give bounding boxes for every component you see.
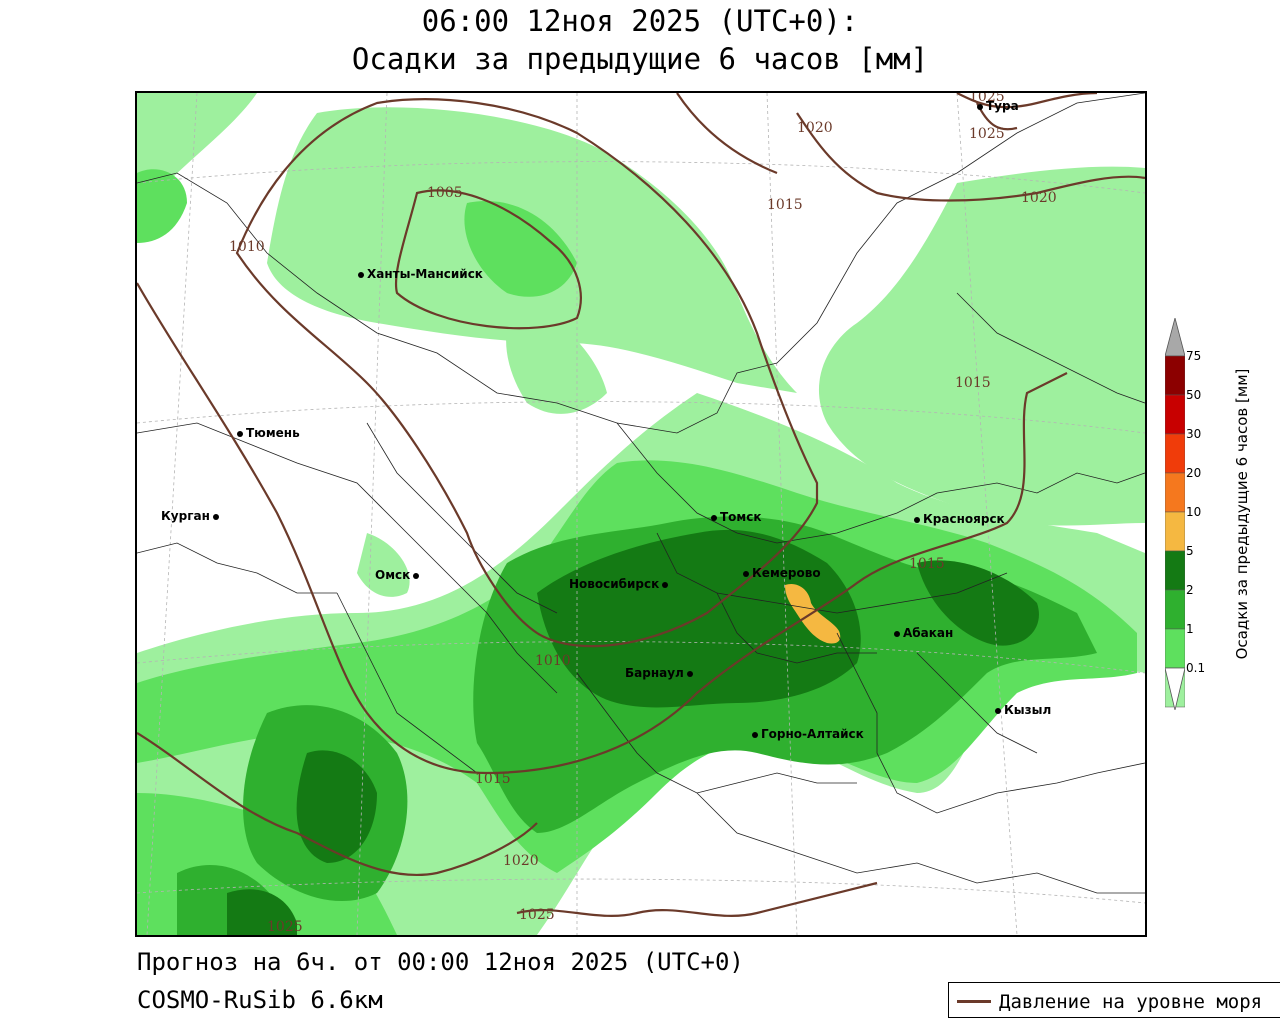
isobar-legend-label: Давление на уровне моря — [999, 991, 1263, 1013]
city-label: Горно-Алтайск — [761, 727, 864, 741]
isobar-label: 1010 — [229, 239, 265, 255]
city-dot — [977, 103, 983, 110]
isobar-label: 1015 — [909, 556, 945, 572]
title-line-2: Осадки за предыдущие 6 часов [мм] — [351, 42, 929, 76]
colorbar-tick: 1 — [1186, 622, 1194, 636]
isobar-label: 1025 — [969, 91, 1005, 105]
graticule — [137, 93, 1145, 935]
map-canvas — [137, 93, 1145, 935]
city-tyumen: Тюмень — [237, 426, 300, 440]
colorbar-5 — [1165, 550, 1185, 591]
isobar-label: 1025 — [267, 919, 303, 935]
isobars — [137, 93, 1145, 917]
city-label: Кызыл — [1004, 703, 1052, 717]
colorbar-1 — [1165, 628, 1185, 669]
isobar-label: 1015 — [955, 375, 991, 391]
city-kyzyl: Кызыл — [995, 703, 1051, 717]
city-label: Абакан — [903, 626, 954, 640]
colorbar-tick: 30 — [1186, 427, 1202, 441]
model-name: COSMO-RuSib 6.6км — [137, 986, 383, 1014]
colorbar-2 — [1165, 589, 1185, 630]
city-novosibirsk: Новосибирск — [569, 577, 669, 591]
city-dot — [662, 581, 669, 588]
city-label: Ханты-Мансийск — [367, 267, 483, 281]
city-dot — [995, 707, 1001, 714]
title-line-1: 06:00 12ноя 2025 (UTC+0): — [421, 4, 859, 38]
colorbar-20 — [1165, 472, 1185, 513]
city-omsk: Омск — [375, 568, 420, 582]
isobar-label: 1010 — [535, 653, 571, 669]
colorbar-tick: 2 — [1186, 583, 1194, 597]
city-dot — [914, 516, 920, 523]
city-label: Красноярск — [923, 512, 1005, 526]
city-label: Барнаул — [625, 666, 684, 680]
isobar-line-swatch — [957, 1000, 991, 1003]
city-dot — [743, 570, 749, 577]
city-label: Тюмень — [246, 426, 300, 440]
colorbar-title: Осадки за предыдущие 6 часов [мм] — [1233, 368, 1251, 660]
city-dot — [752, 731, 758, 738]
colorbar-tick: 50 — [1186, 388, 1202, 402]
colorbar-50 — [1165, 394, 1185, 435]
city-dot — [413, 572, 420, 579]
isobar-label: 1025 — [969, 126, 1005, 142]
colorbar-tick: 5 — [1186, 544, 1194, 558]
city-tomsk: Томск — [711, 510, 762, 524]
city-kemerovo: Кемерово — [743, 566, 821, 580]
forecast-info: Прогноз на 6ч. от 00:00 12ноя 2025 (UTC+… — [137, 948, 744, 976]
city-krasnoyarsk: Красноярск — [914, 512, 1005, 526]
isobar-legend: Давление на уровне моря — [948, 982, 1280, 1018]
city-dot — [237, 430, 243, 437]
isobar-label: 1015 — [767, 197, 803, 213]
city-dot — [711, 514, 717, 521]
isobar-label: 1020 — [797, 120, 833, 136]
city-tura: Тура — [977, 99, 1019, 113]
colorbar-tick: 20 — [1186, 466, 1202, 480]
colorbar-tick: 0.1 — [1186, 661, 1206, 675]
city-label: Курган — [161, 509, 210, 523]
isobar-label: 1020 — [503, 853, 539, 869]
city-dot — [686, 670, 693, 677]
city-dot — [212, 513, 219, 520]
city-abakan: Абакан — [894, 626, 953, 640]
region-borders — [137, 93, 1145, 894]
colorbar-over-arrow — [1165, 318, 1185, 357]
city-dot — [358, 271, 364, 278]
colorbar-under-arrow — [1165, 667, 1185, 710]
city-label: Омск — [375, 568, 411, 582]
city-gorno-altaysk: Горно-Алтайск — [752, 727, 864, 741]
precipitation-map: Ханты-Мансийск Тюмень Курган Омск Новоси… — [135, 91, 1147, 937]
city-label: Тура — [986, 99, 1019, 113]
city-label: Томск — [720, 510, 762, 524]
colorbar-10 — [1165, 511, 1185, 552]
colorbar-tick: 10 — [1186, 505, 1202, 519]
colorbar-75 — [1165, 355, 1185, 396]
colorbar-30 — [1165, 433, 1185, 474]
isobar-label: 1005 — [427, 185, 463, 201]
isobar-label: 1020 — [1021, 190, 1057, 206]
isobar-label: 1025 — [519, 907, 555, 923]
precip-colorbar — [1165, 318, 1185, 710]
city-barnaul: Барнаул — [625, 666, 693, 680]
city-label: Новосибирск — [569, 577, 660, 591]
city-kurgan: Курган — [161, 509, 219, 523]
city-khanty-mansiysk: Ханты-Мансийск — [358, 267, 483, 281]
colorbar-tick: 75 — [1186, 349, 1202, 363]
city-dot — [894, 630, 900, 637]
isobar-label: 1015 — [475, 771, 511, 787]
city-label: Кемерово — [752, 566, 821, 580]
